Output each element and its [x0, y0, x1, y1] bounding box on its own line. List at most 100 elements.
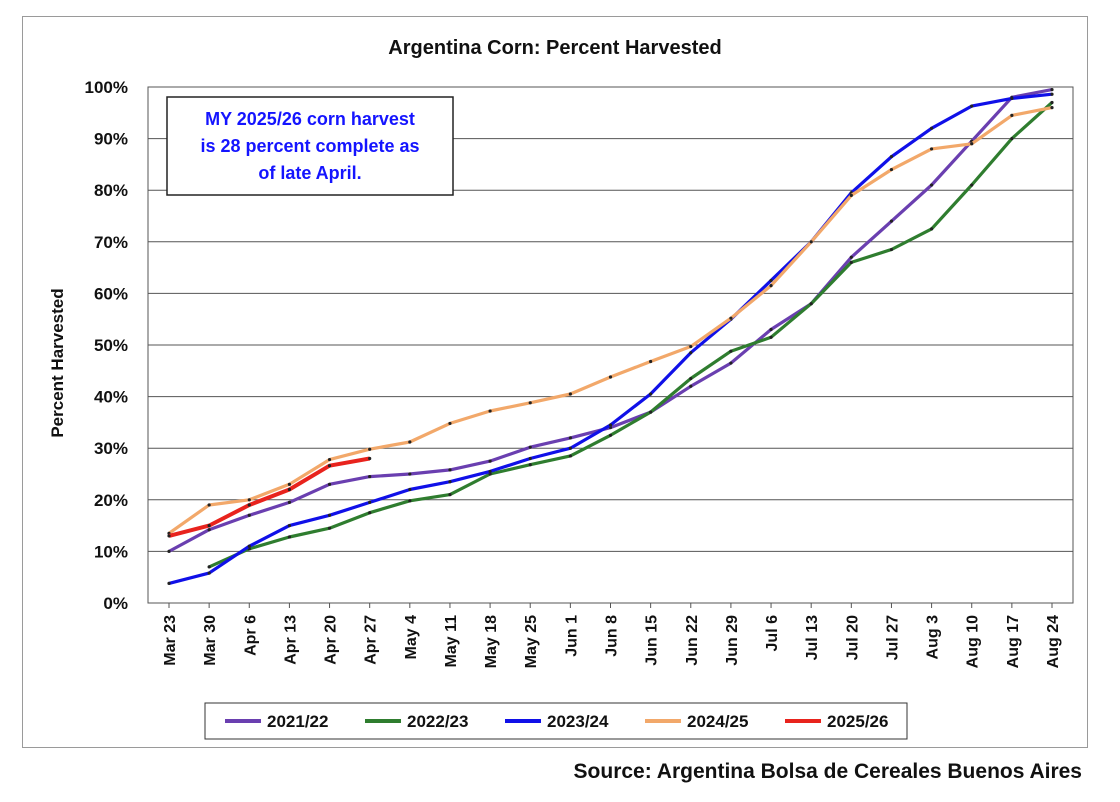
data-point	[649, 392, 653, 396]
data-point	[207, 524, 211, 528]
x-tick-label: May 4	[403, 615, 420, 660]
x-tick-label: Apr 20	[323, 615, 340, 665]
data-point	[287, 482, 292, 486]
data-point	[568, 446, 572, 450]
data-point	[287, 487, 292, 492]
data-point	[287, 524, 292, 528]
data-point	[970, 104, 974, 108]
data-point	[929, 183, 934, 187]
data-point	[769, 278, 773, 283]
data-point	[608, 375, 613, 379]
data-point	[689, 351, 693, 355]
data-point	[408, 440, 412, 444]
data-point	[368, 456, 372, 461]
x-tick-label: Apr 27	[363, 615, 380, 665]
data-point	[568, 454, 572, 458]
y-axis-ticks: 0% 10% 20% 30% 40% 50% 60% 70% 80% 90% 100%	[85, 78, 128, 613]
x-tick-label: Jun 29	[724, 615, 741, 666]
data-point	[488, 459, 492, 463]
x-tick-label: Jun 22	[684, 615, 701, 666]
data-point	[207, 503, 211, 507]
y-tick-label: 100%	[85, 78, 128, 97]
data-point	[929, 147, 934, 151]
y-tick-label: 70%	[94, 233, 128, 252]
data-point	[608, 423, 613, 427]
data-point	[448, 493, 452, 497]
data-point	[167, 581, 171, 585]
data-point	[568, 392, 572, 396]
data-point	[488, 469, 492, 474]
data-point	[327, 457, 332, 462]
x-tick-label: Jun 8	[604, 615, 621, 657]
legend-label: 2025/26	[827, 712, 888, 731]
data-point	[207, 565, 211, 569]
x-tick-label: Aug 17	[1005, 615, 1022, 668]
data-point	[327, 526, 332, 530]
data-point	[889, 247, 894, 252]
data-point	[528, 401, 532, 405]
data-point	[167, 549, 171, 554]
data-point	[247, 498, 251, 502]
data-point	[769, 327, 773, 332]
data-point	[448, 421, 452, 426]
y-tick-label: 40%	[94, 388, 128, 407]
data-point	[689, 376, 693, 381]
y-tick-label: 90%	[94, 130, 128, 149]
data-point	[809, 302, 813, 306]
y-tick-label: 30%	[94, 439, 128, 458]
data-point	[889, 219, 894, 223]
legend: 2021/22 2022/23 2023/24 2024/25 2025/26	[204, 702, 908, 740]
legend-label: 2021/22	[267, 712, 328, 731]
x-tick-label: Jul 6	[764, 615, 781, 652]
data-point	[327, 464, 332, 468]
data-point	[287, 500, 292, 504]
annotation-line-3: of late April.	[258, 163, 361, 183]
data-point	[1010, 137, 1014, 141]
data-point	[287, 535, 292, 539]
x-tick-label: Aug 24	[1045, 615, 1062, 668]
data-point	[207, 528, 211, 532]
data-point	[929, 126, 934, 130]
data-point	[488, 409, 492, 413]
data-point	[207, 571, 211, 575]
annotation-line-2: is 28 percent complete as	[200, 136, 419, 156]
data-point	[1050, 106, 1054, 110]
data-point	[408, 487, 412, 492]
data-point	[649, 410, 653, 414]
series-lines	[167, 87, 1054, 585]
data-point	[368, 474, 372, 479]
x-tick-label: Jun 15	[644, 615, 661, 666]
y-axis-label: Percent Harvested	[48, 288, 67, 437]
source-note: Source: Argentina Bolsa de Cereales Buen…	[573, 760, 1082, 783]
data-point	[247, 513, 251, 517]
legend-label: 2022/23	[407, 712, 468, 731]
y-tick-label: 10%	[94, 542, 128, 561]
x-tick-label: Mar 30	[202, 615, 219, 666]
chart-title: Argentina Corn: Percent Harvested	[388, 37, 721, 59]
data-point	[849, 193, 853, 197]
data-point	[1050, 100, 1054, 105]
y-tick-label: 50%	[94, 336, 128, 355]
data-point	[167, 534, 171, 538]
y-tick-label: 80%	[94, 181, 128, 200]
data-point	[849, 260, 853, 265]
data-point	[769, 335, 773, 339]
data-point	[368, 500, 372, 504]
data-point	[368, 447, 372, 451]
x-tick-label: Jul 20	[844, 615, 861, 660]
data-point	[448, 480, 452, 484]
data-point	[1010, 113, 1014, 117]
data-point	[368, 511, 372, 515]
data-point	[929, 227, 934, 231]
x-tick-label: Jul 27	[884, 615, 901, 660]
data-point	[649, 359, 653, 364]
x-tick-label: Apr 13	[282, 615, 299, 665]
y-tick-label: 0%	[103, 594, 128, 613]
x-axis-ticks: Mar 23 Mar 30 Apr 6 Apr 13 Apr 20 Apr 27 May 4…	[162, 603, 1062, 668]
data-point	[729, 316, 733, 320]
x-tick-label: Mar 23	[162, 615, 179, 666]
data-point	[689, 344, 693, 349]
data-point	[528, 463, 532, 467]
data-point	[247, 544, 251, 548]
data-point	[1050, 87, 1054, 92]
